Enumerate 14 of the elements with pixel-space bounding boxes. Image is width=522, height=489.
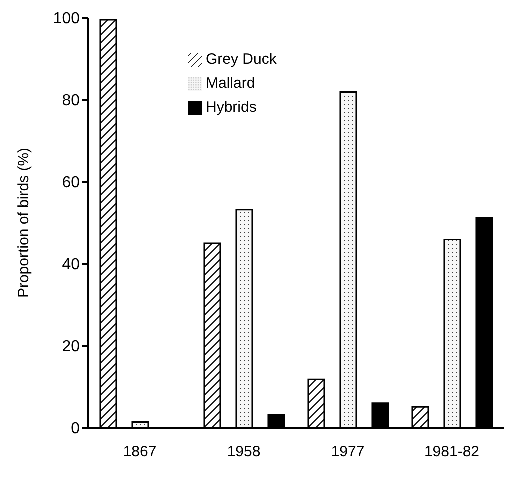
- x-tick-label: 1958: [227, 444, 261, 461]
- x-tick-label: 1981-82: [424, 444, 480, 461]
- y-tick-label: 40: [62, 256, 80, 274]
- y-tick-label: 100: [53, 10, 80, 28]
- y-axis-title: Proportion of birds (%): [15, 148, 32, 298]
- y-tick-label: 20: [62, 338, 80, 356]
- y-tick-label: 60: [62, 174, 80, 192]
- legend-label: Mallard: [206, 75, 256, 92]
- x-tick-label: 1867: [123, 444, 157, 461]
- x-tick-label: 1977: [331, 444, 365, 461]
- legend-label: Hybrids: [206, 99, 257, 116]
- y-tick-label: 80: [62, 92, 80, 110]
- y-tick-label: 0: [71, 420, 80, 438]
- legend-label: Grey Duck: [206, 51, 277, 68]
